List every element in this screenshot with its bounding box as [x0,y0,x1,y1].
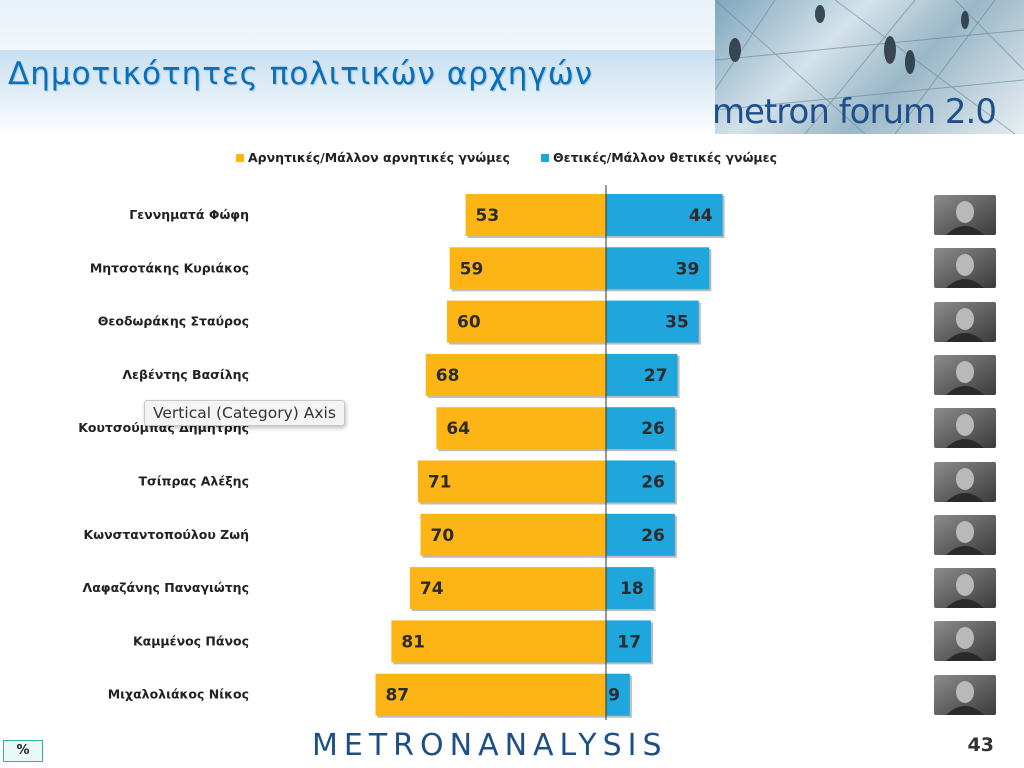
leader-photo [934,354,996,395]
page-number: 43 [967,734,994,756]
data-label-positive: 35 [665,313,689,333]
data-label-positive: 17 [617,632,641,652]
leader-photo [934,674,996,715]
category-label: Λαφαζάνης Παναγιώτης [83,580,249,595]
data-label-negative: 60 [457,313,481,333]
bar-positive [606,300,699,343]
leader-photo [934,195,996,235]
data-label-negative: 53 [476,206,500,226]
bar-positive [606,194,723,236]
bar-negative [465,194,606,236]
legend-label-negative: Αρνητικές/Μάλλον αρνητικές γνώμες [248,150,510,165]
banner-image: metron forum 2.0 [715,0,1024,134]
category-label: Θεοδωράκης Σταύρος [98,314,249,329]
bar-positive [606,673,630,716]
bar-negative [409,567,606,610]
bar-negative [420,513,606,556]
bar-positive [606,620,652,663]
popularity-chart: 53 44 Γεννηματά Φώφη 59 39 Μητσοτάκης Κυριάκο… [78,185,725,720]
leader-photo [934,568,996,609]
data-label-negative: 71 [428,473,452,493]
legend-item-positive: Θετικές/Μάλλον θετικές γνώμες [541,150,777,165]
leader-photo [934,514,996,555]
bar-negative [449,247,606,290]
category-label: Τσίπρας Αλέξης [138,474,249,489]
leader-photo [934,461,996,502]
bar-positive [606,407,675,450]
data-label-positive: 26 [641,526,665,546]
data-label-negative: 64 [446,419,470,439]
bar-negative [391,620,606,663]
data-label-positive: 39 [676,259,700,279]
leader-photo [934,621,996,662]
leader-photo [934,248,996,289]
bar-positive [606,460,675,503]
legend-item-negative: Αρνητικές/Μάλλον αρνητικές γνώμες [236,150,510,165]
bar-positive [606,567,654,610]
bar-positive [606,247,710,290]
bar-negative [425,353,606,396]
page-title: Δημοτικότητες πολιτικών αρχηγών [8,56,594,92]
bar-negative [375,673,606,716]
data-label-positive: 26 [641,419,665,439]
category-label: Γεννηματά Φώφη [129,207,249,222]
bar-negative [447,300,606,343]
legend: Αρνητικές/Μάλλον αρνητικές γνώμες Θετικέ… [0,150,1024,170]
bar-positive [606,353,678,396]
data-label-negative: 81 [401,632,425,652]
data-label-positive: 27 [644,366,668,386]
bar-negative [436,407,606,450]
bar-positive [606,513,675,556]
footer-logo: METRONANALYSIS [312,728,668,763]
category-label: Μιχαλολιάκος Νίκος [108,687,249,702]
data-label-negative: 74 [420,579,444,599]
legend-label-positive: Θετικές/Μάλλον θετικές γνώμες [553,150,777,165]
category-label: Λεβέντης Βασίλης [122,367,249,382]
bar-negative [417,460,606,503]
legend-swatch-negative [236,153,244,162]
header: Δημοτικότητες πολιτικών αρχηγών metron f… [0,0,1024,136]
data-label-negative: 87 [385,686,409,706]
banner-logo-text: metron forum 2.0 [715,92,997,132]
leader-photo [934,408,996,449]
header-band [0,50,715,136]
unit-button[interactable]: % [3,740,43,762]
banner-pattern [715,0,1024,134]
data-label-negative: 59 [460,259,484,279]
data-label-positive: 18 [620,579,644,599]
data-label-negative: 70 [431,526,455,546]
data-label-positive: 44 [689,206,713,226]
leader-photo [934,301,996,342]
category-label: Κωνσταντοπούλου Ζωή [84,527,249,542]
category-label: Καμμένος Πάνος [133,633,249,648]
legend-swatch-positive [541,153,549,162]
axis-tooltip: Vertical (Category) Axis [144,400,345,426]
data-label-positive: 26 [641,473,665,493]
data-label-negative: 68 [436,366,460,386]
data-label-positive: 9 [608,686,620,706]
category-label: Μητσοτάκης Κυριάκος [90,260,249,275]
